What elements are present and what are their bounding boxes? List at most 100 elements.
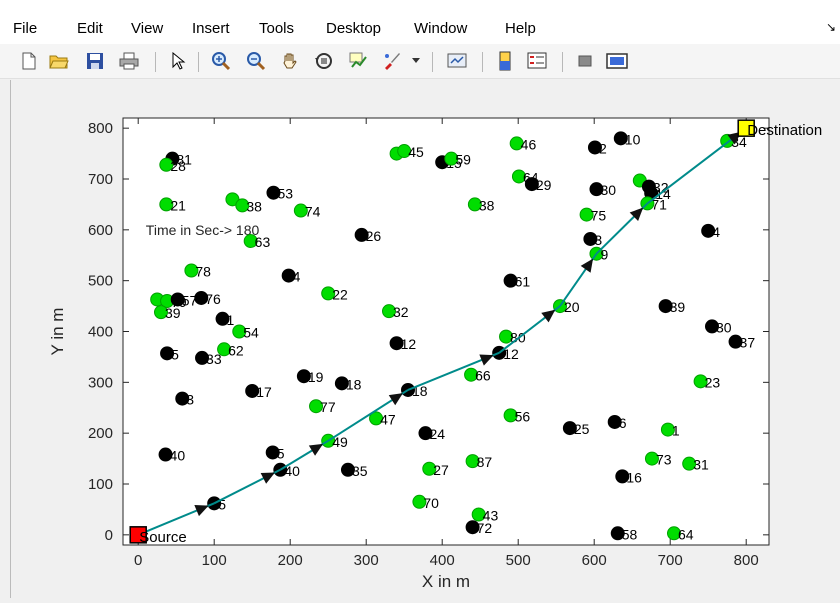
plot-area bbox=[122, 117, 770, 546]
node-point bbox=[160, 346, 175, 361]
toolbar-separator bbox=[432, 52, 433, 72]
menu-view[interactable]: View bbox=[131, 20, 164, 37]
node-point-label: 57 bbox=[182, 292, 198, 308]
rotate-3d-icon[interactable] bbox=[313, 50, 335, 72]
node-point bbox=[701, 223, 716, 238]
y-tick-label: 600 bbox=[88, 222, 113, 239]
zoom-in-icon[interactable] bbox=[210, 50, 232, 72]
node-point-label: 28 bbox=[170, 158, 186, 174]
menu-file[interactable]: File bbox=[13, 20, 38, 37]
node-point bbox=[444, 151, 459, 166]
menu-help[interactable]: Help bbox=[505, 20, 536, 37]
node-point-label: 33 bbox=[206, 351, 222, 367]
node-point-label: 29 bbox=[536, 177, 552, 193]
node-point bbox=[511, 169, 526, 184]
node-point bbox=[309, 399, 324, 414]
zoom-out-icon[interactable] bbox=[245, 50, 267, 72]
source-label: Source bbox=[139, 529, 187, 546]
x-tick-label: 600 bbox=[582, 552, 607, 569]
node-point bbox=[562, 421, 577, 436]
menu-edit[interactable]: Edit bbox=[77, 20, 103, 37]
node-point bbox=[369, 411, 384, 426]
show-plot-tools-icon[interactable] bbox=[606, 50, 628, 72]
new-file-icon[interactable] bbox=[18, 50, 40, 72]
pointer-icon[interactable] bbox=[167, 50, 189, 72]
node-point-label: 54 bbox=[243, 325, 259, 341]
node-point bbox=[667, 526, 681, 541]
toolbar-separator bbox=[482, 52, 483, 72]
node-point bbox=[471, 507, 486, 522]
node-point bbox=[658, 299, 673, 314]
colorbar-icon[interactable] bbox=[494, 50, 516, 72]
node-point-label: 25 bbox=[574, 421, 590, 437]
node-point bbox=[334, 376, 349, 391]
node-point-label: 72 bbox=[477, 520, 493, 536]
print-icon[interactable] bbox=[118, 50, 140, 72]
node-point bbox=[524, 177, 539, 192]
dock-arrow-icon[interactable]: ↘ bbox=[826, 20, 837, 34]
node-point-label: 62 bbox=[228, 342, 244, 358]
route-arrowhead bbox=[194, 505, 209, 517]
hide-plot-tools-icon[interactable] bbox=[574, 50, 596, 72]
menu-desktop[interactable]: Desktop bbox=[326, 20, 382, 37]
node-point-label: 45 bbox=[408, 144, 424, 160]
data-cursor-icon[interactable] bbox=[347, 50, 369, 72]
dropdown-arrow-icon[interactable] bbox=[410, 50, 422, 72]
save-icon[interactable] bbox=[84, 50, 106, 72]
y-tick-label: 800 bbox=[88, 120, 113, 137]
node-point-label: 74 bbox=[305, 204, 321, 220]
node-point bbox=[693, 374, 708, 389]
node-point bbox=[184, 263, 199, 278]
node-point-label: 64 bbox=[678, 526, 694, 542]
node-point-label: 16 bbox=[626, 469, 642, 485]
node-point bbox=[243, 234, 258, 249]
source-marker bbox=[129, 526, 147, 544]
node-point bbox=[682, 456, 697, 471]
menu-window[interactable]: Window bbox=[414, 20, 468, 37]
node-point bbox=[175, 391, 190, 406]
node-point bbox=[422, 461, 437, 476]
link-plot-icon[interactable] bbox=[446, 50, 468, 72]
open-folder-icon[interactable] bbox=[48, 50, 70, 72]
node-point bbox=[245, 383, 260, 398]
node-point bbox=[660, 422, 675, 437]
y-tick-label: 0 bbox=[105, 527, 113, 544]
menu-insert[interactable]: Insert bbox=[192, 20, 230, 37]
x-axis-label: X in m bbox=[422, 572, 470, 591]
node-point-label: 81 bbox=[176, 152, 192, 168]
node-point bbox=[615, 469, 630, 484]
node-point-label: 70 bbox=[423, 495, 439, 511]
node-point-label: 22 bbox=[332, 286, 348, 302]
node-point bbox=[579, 207, 594, 222]
node-point bbox=[354, 227, 369, 242]
node-point bbox=[465, 454, 480, 469]
brush-icon[interactable] bbox=[381, 50, 403, 72]
node-point bbox=[644, 451, 659, 466]
scatter-plot[interactable]: 0 100 200 300 400 500 600 700 800 0 100 200 300 400 50… bbox=[11, 80, 840, 598]
node-point-label: 4 bbox=[712, 224, 720, 240]
node-point bbox=[158, 447, 173, 462]
node-point bbox=[583, 231, 598, 246]
node-point-label: 4 bbox=[293, 269, 301, 285]
node-point bbox=[159, 197, 174, 212]
node-point bbox=[509, 136, 524, 151]
node-point-label: 37 bbox=[740, 335, 756, 351]
node-point-label: 35 bbox=[352, 463, 368, 479]
node-point-label: 78 bbox=[195, 264, 211, 280]
x-tick-label: 0 bbox=[134, 552, 142, 569]
menu-tools[interactable]: Tools bbox=[259, 20, 295, 37]
pan-hand-icon[interactable] bbox=[279, 50, 301, 72]
node-point-label: 3 bbox=[186, 392, 194, 408]
node-point-label: 73 bbox=[656, 452, 672, 468]
route-arrowhead bbox=[541, 309, 556, 323]
node-point bbox=[159, 157, 174, 172]
node-point bbox=[281, 268, 296, 283]
node-point bbox=[195, 350, 210, 365]
node-point bbox=[412, 494, 427, 509]
y-tick-label: 400 bbox=[88, 324, 113, 341]
node-point-label: 53 bbox=[277, 186, 293, 202]
node-point-label: 5 bbox=[277, 445, 285, 461]
legend-icon[interactable] bbox=[526, 50, 548, 72]
node-point-label: 10 bbox=[625, 131, 641, 147]
node-point-label: 30 bbox=[600, 182, 616, 198]
